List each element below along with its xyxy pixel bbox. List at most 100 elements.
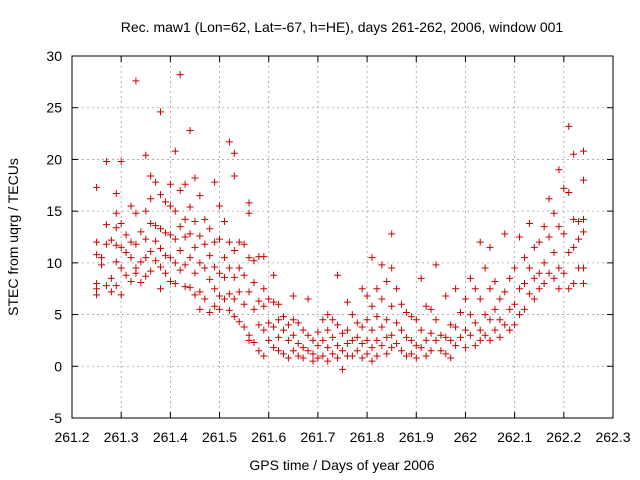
data-point (520, 254, 528, 262)
data-point (555, 166, 563, 174)
data-point (368, 326, 376, 334)
plot-frame (71, 55, 614, 419)
data-point (245, 336, 253, 344)
data-point (348, 336, 356, 344)
data-point (398, 347, 406, 355)
data-point (329, 333, 337, 341)
data-point (93, 251, 101, 259)
data-point (496, 295, 504, 303)
data-point (393, 340, 401, 348)
data-point (319, 352, 327, 360)
data-point (275, 347, 283, 355)
data-point (575, 217, 583, 225)
data-point (363, 336, 371, 344)
data-point (166, 277, 174, 285)
data-point (540, 223, 548, 231)
data-point (412, 342, 420, 350)
data-point (220, 254, 228, 262)
data-point (122, 231, 130, 239)
data-point (186, 284, 194, 292)
data-point (304, 347, 312, 355)
data-point (388, 264, 396, 272)
data-point (339, 347, 346, 355)
data-point (427, 329, 435, 337)
data-point (432, 336, 440, 344)
data-point (304, 331, 312, 339)
data-point (516, 233, 524, 241)
data-point (196, 192, 204, 200)
data-point (235, 288, 243, 296)
data-point (481, 264, 489, 272)
data-point (540, 259, 548, 267)
data-point (579, 280, 587, 288)
data-point (565, 122, 573, 130)
data-point (525, 264, 533, 272)
data-point (112, 241, 120, 249)
data-point (491, 326, 499, 334)
data-point (196, 259, 204, 267)
data-point (422, 302, 430, 310)
data-point (225, 306, 233, 314)
data-point (476, 326, 484, 334)
data-point (127, 238, 135, 246)
data-point (230, 246, 238, 254)
data-point (471, 319, 479, 327)
data-point (412, 316, 420, 324)
x-tick-label: 261.3 (104, 429, 139, 445)
data-point (147, 247, 155, 255)
data-point (255, 297, 263, 305)
data-point (142, 235, 150, 243)
data-point (378, 295, 386, 303)
data-point (157, 191, 165, 199)
data-point (560, 269, 568, 277)
data-point (211, 238, 219, 246)
data-point (112, 209, 120, 217)
data-point (383, 277, 391, 285)
data-point (166, 231, 174, 239)
data-point (579, 147, 587, 155)
data-point (225, 290, 233, 298)
data-point (447, 321, 455, 329)
data-point (93, 238, 101, 246)
data-point (255, 321, 263, 329)
data-point (309, 336, 317, 344)
y-tick-label: 25 (46, 100, 62, 116)
data-point (348, 311, 356, 319)
data-point (393, 319, 401, 327)
x-tick-label: 261.6 (251, 429, 286, 445)
data-point (211, 302, 219, 310)
data-point (181, 215, 189, 223)
data-point (324, 326, 332, 334)
data-point (191, 291, 199, 299)
data-point (206, 252, 214, 260)
data-point (491, 305, 499, 313)
data-point (152, 237, 160, 245)
data-point (216, 305, 224, 313)
data-point (161, 229, 169, 237)
data-point (343, 326, 351, 334)
data-point (417, 326, 425, 334)
data-point (398, 300, 406, 308)
data-point (235, 318, 243, 326)
data-point (570, 215, 578, 223)
data-point (127, 277, 135, 285)
data-point (570, 243, 578, 251)
data-point (452, 342, 460, 350)
data-point (334, 354, 342, 362)
y-tick-label: -5 (50, 410, 63, 426)
data-point (122, 249, 130, 257)
data-point (102, 157, 110, 165)
data-point (339, 329, 346, 337)
data-point (565, 189, 573, 197)
data-point (166, 202, 174, 210)
data-point (230, 313, 238, 321)
y-tick-label: 30 (46, 48, 62, 64)
x-tick-label: 261.7 (300, 429, 335, 445)
data-point (201, 264, 209, 272)
data-point (93, 291, 101, 299)
data-point (102, 221, 110, 229)
data-point (245, 288, 253, 296)
data-point (506, 274, 514, 282)
data-point (260, 285, 268, 293)
data-point (491, 277, 499, 285)
